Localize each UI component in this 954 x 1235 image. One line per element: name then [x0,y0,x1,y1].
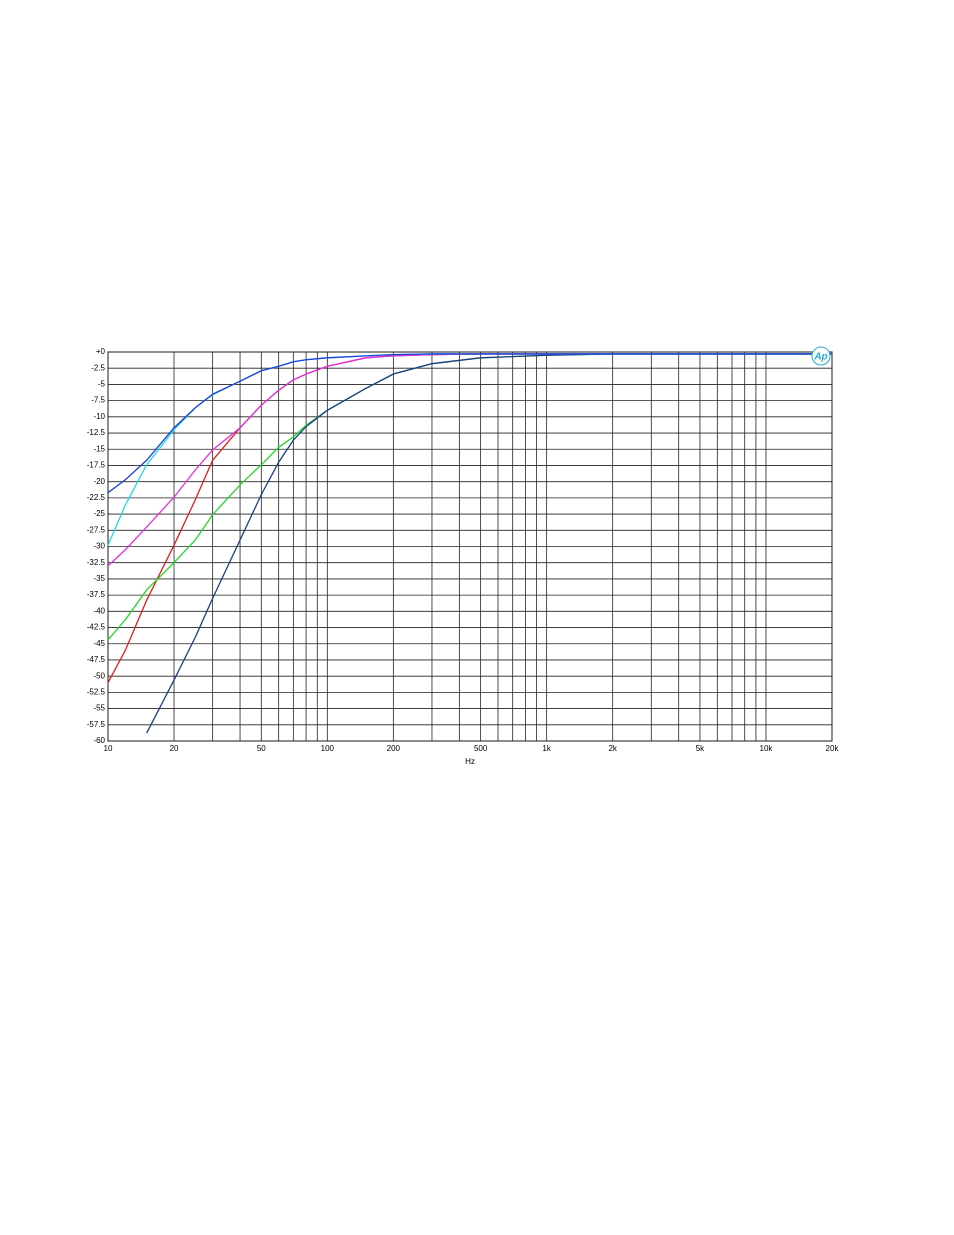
y-tick-label: -50 [93,671,105,680]
y-tick-label: -2.5 [91,363,105,372]
y-tick-label: -20 [93,477,105,486]
y-tick-label: -5 [98,380,106,389]
y-tick-label: -45 [93,639,105,648]
x-tick-label: 20 [170,744,179,753]
y-tick-label: -57.5 [87,720,106,729]
logo: Ap [813,352,827,363]
y-tick-label: -12.5 [87,428,106,437]
x-tick-label: 5k [696,744,705,753]
x-tick-label: 10k [760,744,774,753]
y-tick-label: -52.5 [87,687,106,696]
y-tick-label: -17.5 [87,461,106,470]
y-tick-label: -27.5 [87,525,106,534]
y-tick-label: -40 [93,606,105,615]
y-tick-label: -32.5 [87,558,106,567]
series-line [107,353,832,494]
x-tick-label: 10 [104,744,113,753]
y-tick-label: -60 [93,736,105,745]
x-tick-label: 100 [321,744,335,753]
y-tick-label: -22.5 [87,493,106,502]
x-tick-label: 2k [608,744,617,753]
y-tick-label: -37.5 [87,590,106,599]
x-tick-label: 200 [387,744,401,753]
y-tick-label: -47.5 [87,655,106,664]
y-tick-label: -7.5 [91,396,105,405]
y-tick-label: -55 [93,704,105,713]
x-tick-label: 50 [257,744,266,753]
x-tick-label: 500 [474,744,488,753]
y-tick-label: -10 [93,412,105,421]
y-tick-label: -30 [93,542,105,551]
y-tick-label: -25 [93,509,105,518]
y-tick-label: -42.5 [87,623,106,632]
y-tick-label: +0 [96,347,106,356]
y-tick-label: -15 [93,444,105,453]
logo-badge [811,346,831,366]
x-axis-label: Hz [465,757,475,766]
x-tick-label: 1k [542,744,551,753]
x-tick-label: 20k [826,744,840,753]
y-tick-label: -35 [93,574,105,583]
